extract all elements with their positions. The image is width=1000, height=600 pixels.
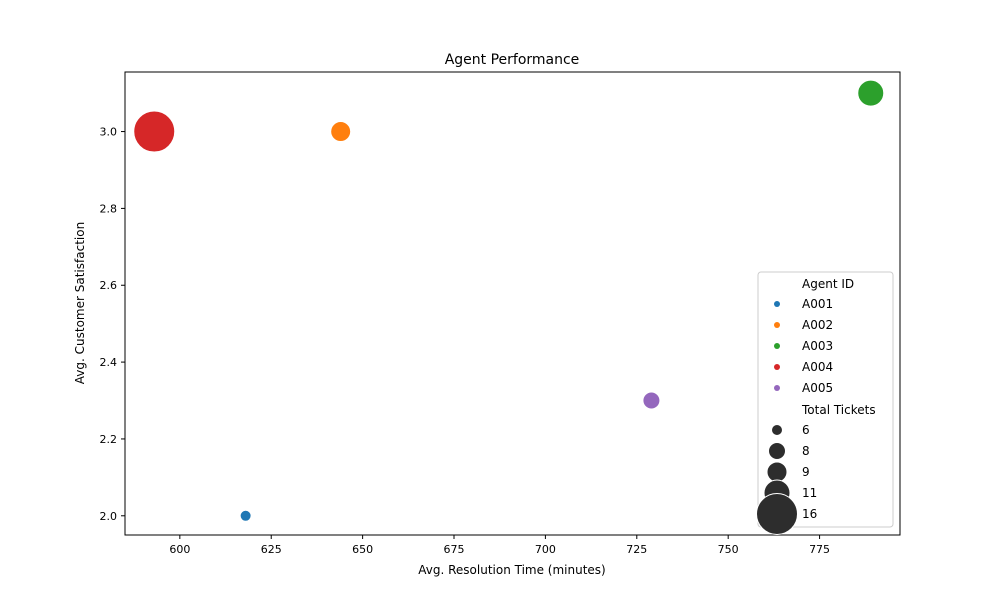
legend-size-label: 11 (802, 486, 817, 500)
legend-size-marker (756, 493, 798, 535)
legend-label-a005: A005 (802, 381, 833, 395)
data-point-a004 (133, 110, 176, 153)
x-tick-label: 625 (261, 543, 282, 556)
legend-marker-a004 (774, 364, 780, 370)
x-axis-label: Avg. Resolution Time (minutes) (418, 563, 606, 577)
plot-frame (124, 71, 901, 536)
y-tick-label: 2.0 (100, 510, 118, 523)
x-axis-ticks: 600 625 650 675 700 725 750 775 (169, 535, 830, 556)
legend-label-a004: A004 (802, 360, 833, 374)
legend-size-title: Total Tickets (801, 403, 876, 417)
y-tick-label: 3.0 (100, 126, 118, 139)
legend-size-entries: 6 8 9 11 16 (756, 423, 817, 535)
data-point-a005 (642, 391, 661, 410)
y-tick-label: 2.4 (100, 356, 118, 369)
legend-label-a003: A003 (802, 339, 833, 353)
data-point-a003 (857, 79, 885, 107)
x-tick-label: 700 (535, 543, 556, 556)
y-tick-label: 2.8 (100, 202, 118, 215)
y-tick-label: 2.6 (100, 279, 118, 292)
legend-size-label: 8 (802, 444, 810, 458)
x-tick-label: 650 (352, 543, 373, 556)
x-tick-label: 775 (809, 543, 830, 556)
legend-size-marker (771, 424, 783, 436)
y-axis-ticks: 2.0 2.2 2.4 2.6 2.8 3.0 (100, 126, 125, 523)
legend-size-label: 16 (802, 507, 817, 521)
legend-frame (757, 271, 894, 528)
legend-size-label: 9 (802, 465, 810, 479)
x-tick-label: 750 (718, 543, 739, 556)
x-tick-label: 675 (444, 543, 465, 556)
legend-marker-a002 (774, 322, 780, 328)
points-layer (133, 79, 885, 522)
x-tick-label: 725 (626, 543, 647, 556)
legend-size-marker (766, 461, 788, 483)
legend-size-label: 6 (802, 423, 810, 437)
legend-marker-a001 (774, 301, 780, 307)
legend: Agent ID A001 A002 A003 A004 A005 Total Tick… (756, 271, 894, 535)
legend-marker-a003 (774, 343, 780, 349)
legend-hue-entries: A001 A002 A003 A004 A005 (774, 297, 833, 395)
chart-title: Agent Performance (445, 52, 580, 68)
data-point-a002 (330, 121, 352, 143)
legend-size-marker (768, 442, 786, 460)
legend-label-a001: A001 (802, 297, 833, 311)
legend-hue-title: Agent ID (802, 277, 854, 291)
y-axis-label: Avg. Customer Satisfaction (73, 222, 87, 384)
data-point-a001 (239, 509, 252, 522)
legend-marker-a005 (774, 385, 780, 391)
y-tick-label: 2.2 (100, 433, 118, 446)
x-tick-label: 600 (169, 543, 190, 556)
legend-label-a002: A002 (802, 318, 833, 332)
